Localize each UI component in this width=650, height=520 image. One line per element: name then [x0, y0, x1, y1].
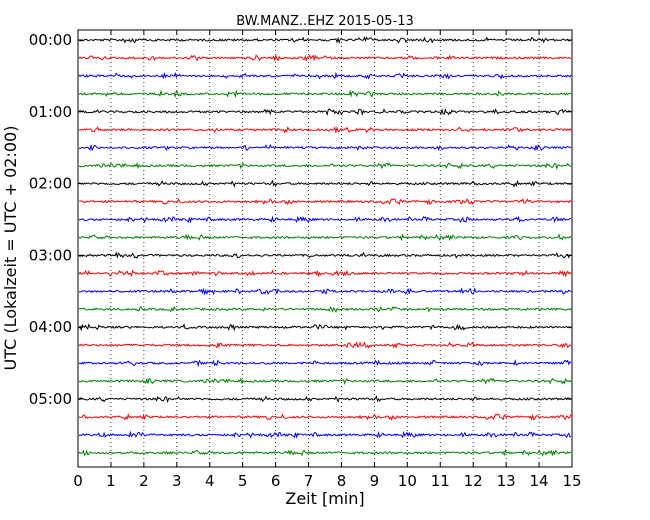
x-tick-label: 11: [431, 472, 450, 490]
trace-line-0215: [78, 197, 572, 206]
x-tick-label: 10: [398, 472, 417, 490]
x-tick-label: 13: [497, 472, 516, 490]
plot-frame: [77, 29, 573, 468]
trace-line-0415: [78, 341, 572, 349]
trace-line-0100: [78, 108, 572, 117]
y-axis-label: UTC (Lokalzeit = UTC + 02:00): [1, 126, 20, 371]
x-tick-label: 12: [464, 472, 483, 490]
trace-line-0000: [78, 36, 572, 45]
trace-line-0315: [78, 269, 572, 278]
trace-line-0015: [78, 53, 572, 62]
y-tick-label: 02:00: [29, 175, 72, 193]
x-tick-label: 7: [304, 472, 314, 490]
trace-line-0400: [78, 323, 572, 332]
x-tick-label: 15: [562, 472, 581, 490]
seismogram-traces: [78, 36, 572, 457]
y-tick-label: 04:00: [29, 318, 72, 336]
trace-line-0245: [78, 233, 572, 242]
x-tick-label: 9: [370, 472, 380, 490]
y-axis-ticks: 00:00 01:00 02:00 03:00 04:00 05:00: [29, 31, 572, 408]
x-axis-ticks: 0 1 2 3 4 5 6 7 8 9 10 11 12 13 14 15: [73, 30, 582, 490]
trace-line-0530: [78, 430, 572, 439]
trace-line-0030: [78, 71, 572, 80]
x-tick-label: 6: [271, 472, 281, 490]
vertical-grid-lines: [110, 30, 540, 467]
x-tick-label: 14: [530, 472, 549, 490]
x-tick-label: 4: [205, 472, 215, 490]
y-tick-label: 05:00: [29, 390, 72, 408]
trace-line-0145: [78, 162, 572, 170]
trace-line-0330: [78, 287, 572, 296]
trace-line-0230: [78, 215, 572, 224]
y-tick-label: 01:00: [29, 103, 72, 121]
x-tick-label: 5: [238, 472, 248, 490]
trace-line-0430: [78, 358, 572, 368]
trace-line-0500: [78, 395, 572, 404]
trace-line-0200: [78, 179, 572, 188]
x-tick-label: 2: [139, 472, 149, 490]
trace-line-0045: [78, 89, 572, 99]
trace-line-0300: [78, 251, 572, 259]
trace-line-0130: [78, 143, 572, 152]
trace-line-0545: [78, 448, 572, 457]
trace-line-0115: [78, 126, 572, 135]
x-tick-label: 1: [106, 472, 116, 490]
chart-title: BW.MANZ..EHZ 2015-05-13: [236, 14, 414, 29]
x-tick-label: 3: [172, 472, 182, 490]
trace-line-0445: [78, 377, 572, 385]
x-tick-label: 8: [337, 472, 347, 490]
y-tick-label: 00:00: [29, 31, 72, 49]
x-tick-label: 0: [73, 472, 83, 490]
x-axis-label: Zeit [min]: [285, 489, 364, 508]
trace-line-0515: [78, 413, 572, 421]
y-tick-label: 03:00: [29, 246, 72, 264]
trace-line-0345: [78, 305, 572, 314]
